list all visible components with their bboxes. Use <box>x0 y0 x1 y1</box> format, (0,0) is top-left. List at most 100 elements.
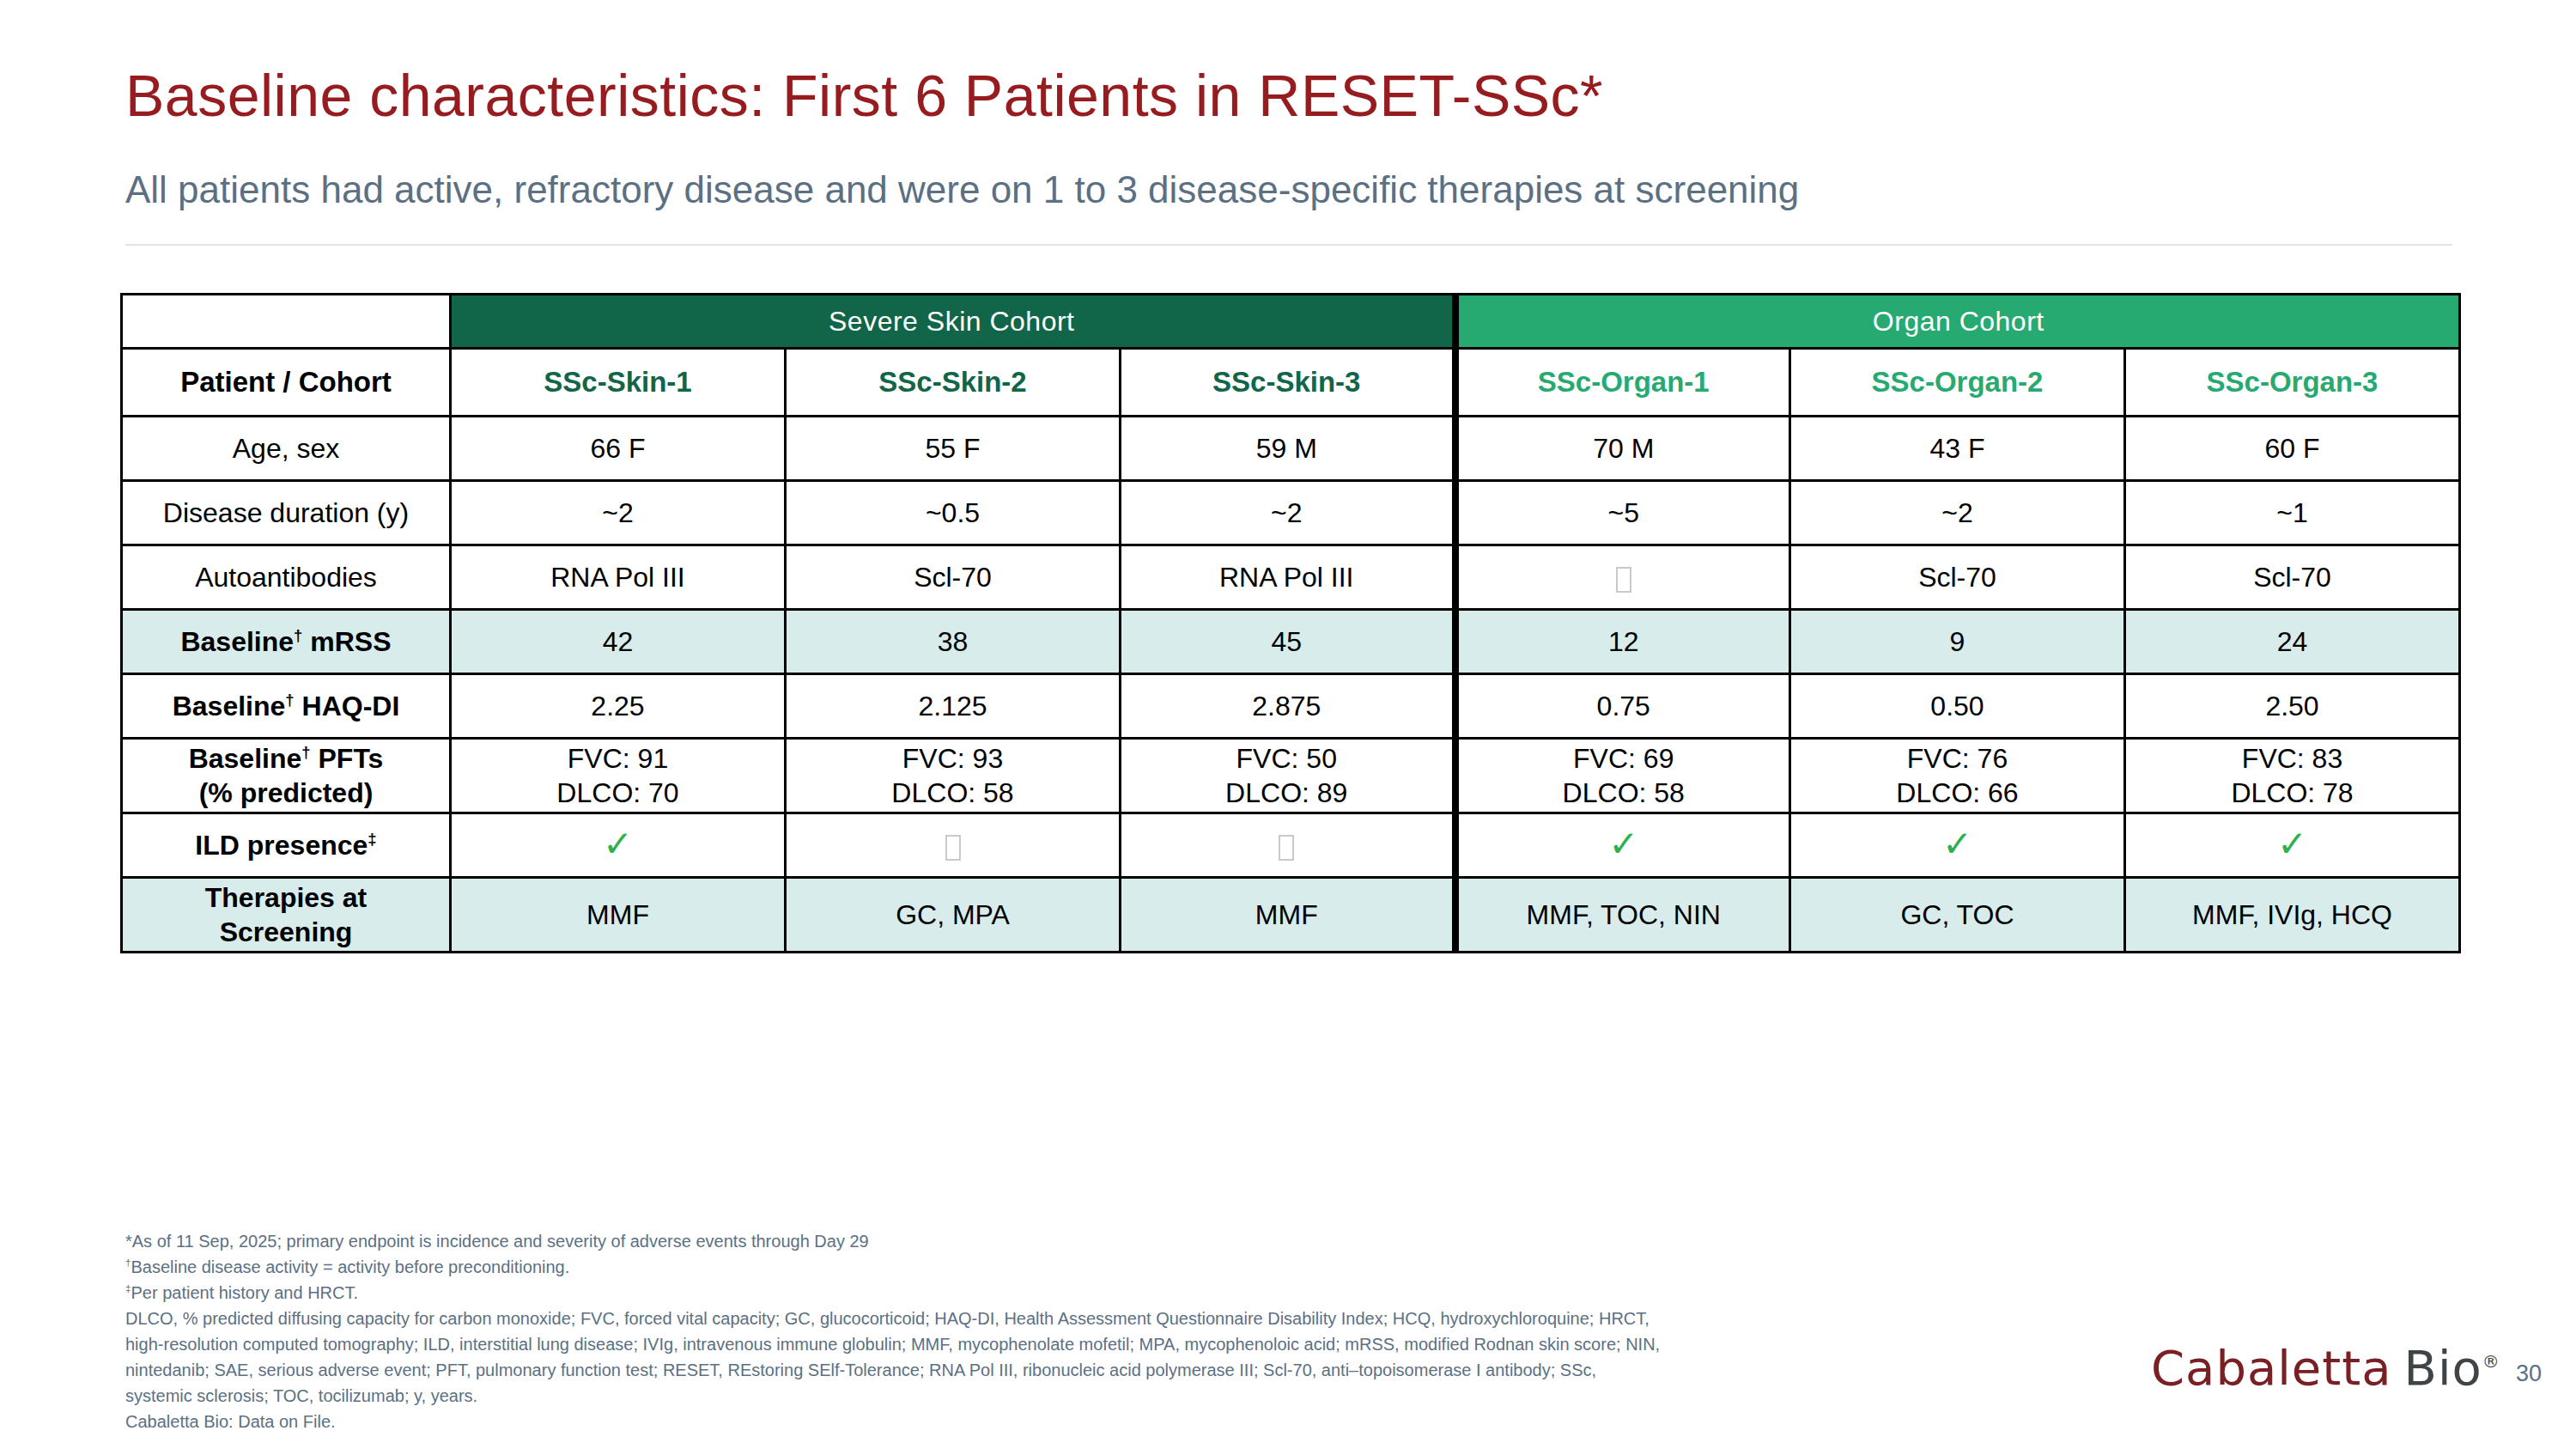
cohort-header-organ: Organ Cohort <box>1455 295 2460 349</box>
table-cell: GC, MPA <box>786 878 1121 953</box>
table-cell: RNA Pol III <box>451 545 786 610</box>
table-row-age: Age, sex66 F55 F59 M70 M43 F60 F <box>122 417 2460 481</box>
table-cell: Scl-70 <box>2125 545 2460 610</box>
row-label: ILD presence‡ <box>122 813 451 878</box>
patient-column-header: SSc-Skin-3 <box>1121 349 1455 417</box>
table-cell: ✓ <box>1790 813 2125 878</box>
table-cell: Scl-70 <box>786 545 1121 610</box>
empty-box-icon <box>945 835 961 861</box>
table-cell: GC, TOC <box>1790 878 2125 953</box>
footnote-line: †Baseline disease activity = activity be… <box>125 1254 2186 1280</box>
table-cell: 2.25 <box>451 674 786 739</box>
table-cell: RNA Pol III <box>1121 545 1455 610</box>
table-cell: FVC: 76DLCO: 66 <box>1790 739 2125 813</box>
corner-spacer <box>122 295 451 349</box>
table-row-haq: Baseline† HAQ-DI2.252.1252.8750.750.502.… <box>122 674 2460 739</box>
table-row-ild: ILD presence‡ ✓ ✓ ✓ ✓ <box>122 813 2460 878</box>
table-cell: FVC: 91DLCO: 70 <box>451 739 786 813</box>
footnote-line: *As of 11 Sep, 2025; primary endpoint is… <box>125 1228 2186 1254</box>
table-cell: ✓ <box>2125 813 2460 878</box>
table-cell: 0.75 <box>1455 674 1790 739</box>
table-cell <box>1455 545 1790 610</box>
table-cell: 9 <box>1790 610 2125 674</box>
table-row-autoantibodies: AutoantibodiesRNA Pol IIIScl-70RNA Pol I… <box>122 545 2460 610</box>
table-cell: 43 F <box>1790 417 2125 481</box>
patient-cohort-label: Patient / Cohort <box>122 349 451 417</box>
table-cell: ~2 <box>451 481 786 545</box>
table-cell: ~0.5 <box>786 481 1121 545</box>
footnote-line: high-resolution computed tomography; ILD… <box>125 1331 2186 1357</box>
patient-column-header: SSc-Skin-1 <box>451 349 786 417</box>
empty-box-icon <box>1279 835 1294 861</box>
patient-column-header: SSc-Organ-1 <box>1455 349 1790 417</box>
table-cell: 24 <box>2125 610 2460 674</box>
footnote-line: Cabaletta Bio: Data on File. <box>125 1409 2186 1434</box>
footnotes-block: *As of 11 Sep, 2025; primary endpoint is… <box>125 1228 2186 1434</box>
table-cell: 2.125 <box>786 674 1121 739</box>
row-label: Baseline† PFTs(% predicted) <box>122 739 451 813</box>
table-cell: 60 F <box>2125 417 2460 481</box>
table-cell: ✓ <box>1455 813 1790 878</box>
patient-column-header: SSc-Organ-3 <box>2125 349 2460 417</box>
page-number: 30 <box>2516 1361 2542 1387</box>
cohort-header-severe-skin: Severe Skin Cohort <box>451 295 1455 349</box>
table-cell <box>786 813 1121 878</box>
table-cell: 2.875 <box>1121 674 1455 739</box>
page-title: Baseline characteristics: First 6 Patien… <box>125 62 2444 129</box>
footnote-line: DLCO, % predicted diffusing capacity for… <box>125 1306 2186 1331</box>
table-cell: FVC: 50DLCO: 89 <box>1121 739 1455 813</box>
table-cell: FVC: 83DLCO: 78 <box>2125 739 2460 813</box>
table-cell: FVC: 93DLCO: 58 <box>786 739 1121 813</box>
check-icon: ✓ <box>2277 824 2307 864</box>
characteristics-table-wrapper: Severe Skin Cohort Organ Cohort Patient … <box>120 293 2461 953</box>
table-cell: 38 <box>786 610 1121 674</box>
row-label: Autoantibodies <box>122 545 451 610</box>
cabaletta-bio-logo: CabalettaBio® <box>2151 1340 2500 1396</box>
table-cell: 42 <box>451 610 786 674</box>
logo-text-bio: Bio <box>2404 1340 2482 1396</box>
footnote-line: systemic sclerosis; TOC, tocilizumab; y,… <box>125 1383 2186 1409</box>
check-icon: ✓ <box>603 824 633 864</box>
table-cell: MMF, TOC, NIN <box>1455 878 1790 953</box>
check-icon: ✓ <box>1942 824 1972 864</box>
table-cell: MMF <box>1121 878 1455 953</box>
table-cell: 66 F <box>451 417 786 481</box>
table-cell: 55 F <box>786 417 1121 481</box>
table-row-pfts: Baseline† PFTs(% predicted)FVC: 91DLCO: … <box>122 739 2460 813</box>
table-row-duration: Disease duration (y)~2~0.5~2~5~2~1 <box>122 481 2460 545</box>
table-cell: FVC: 69DLCO: 58 <box>1455 739 1790 813</box>
row-label: Therapies atScreening <box>122 878 451 953</box>
table-cell: 45 <box>1121 610 1455 674</box>
row-label: Age, sex <box>122 417 451 481</box>
footnote-line: nintedanib; SAE, serious adverse event; … <box>125 1357 2186 1383</box>
table-cell <box>1121 813 1455 878</box>
check-icon: ✓ <box>1608 824 1638 864</box>
baseline-characteristics-table: Severe Skin Cohort Organ Cohort Patient … <box>120 293 2461 953</box>
table-cell: ~1 <box>2125 481 2460 545</box>
table-cell: MMF, IVIg, HCQ <box>2125 878 2460 953</box>
table-cell: ~2 <box>1790 481 2125 545</box>
table-row-therapies: Therapies atScreeningMMFGC, MPAMMFMMF, T… <box>122 878 2460 953</box>
registered-trademark-icon: ® <box>2482 1351 2500 1372</box>
footnote-line: ‡Per patient history and HRCT. <box>125 1280 2186 1306</box>
patient-column-header: SSc-Skin-2 <box>786 349 1121 417</box>
row-label: Baseline† mRSS <box>122 610 451 674</box>
patient-header-row: Patient / Cohort SSc-Skin-1SSc-Skin-2SSc… <box>122 349 2460 417</box>
row-label: Disease duration (y) <box>122 481 451 545</box>
table-cell: 2.50 <box>2125 674 2460 739</box>
table-cell: ✓ <box>451 813 786 878</box>
slide: Baseline characteristics: First 6 Patien… <box>0 0 2576 1449</box>
table-cell: 70 M <box>1455 417 1790 481</box>
row-label: Baseline† HAQ-DI <box>122 674 451 739</box>
table-cell: ~5 <box>1455 481 1790 545</box>
table-cell: 0.50 <box>1790 674 2125 739</box>
slide-subtitle: All patients had active, refractory dise… <box>125 168 2495 211</box>
table-cell: Scl-70 <box>1790 545 2125 610</box>
table-cell: 12 <box>1455 610 1790 674</box>
patient-column-header: SSc-Organ-2 <box>1790 349 2125 417</box>
empty-box-icon <box>1616 567 1631 593</box>
table-cell: ~2 <box>1121 481 1455 545</box>
table-row-mrss: Baseline† mRSS42384512924 <box>122 610 2460 674</box>
table-cell: 59 M <box>1121 417 1455 481</box>
logo-text-cabaletta: Cabaletta <box>2151 1340 2392 1396</box>
